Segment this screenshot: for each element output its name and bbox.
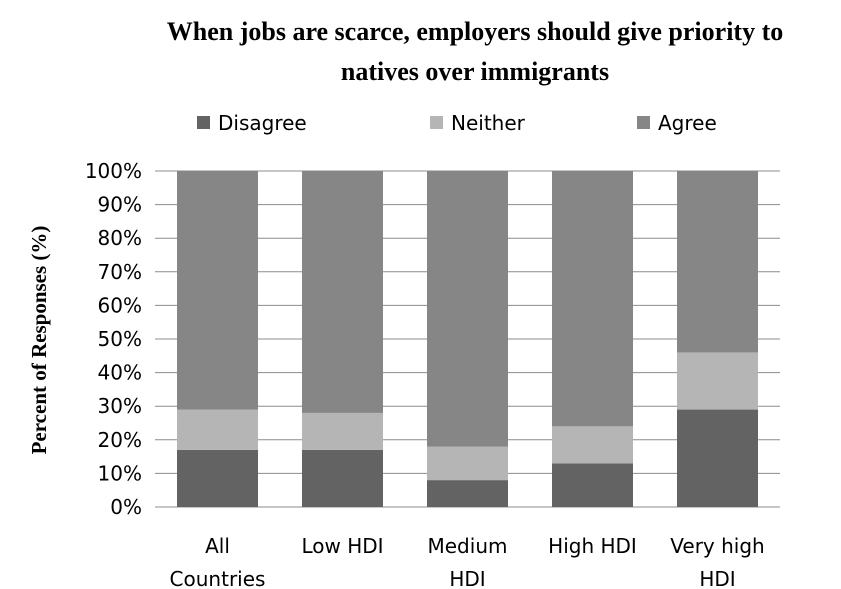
chart-title: When jobs are scarce, employers should g… bbox=[167, 17, 783, 86]
y-tick-label: 60% bbox=[98, 293, 142, 317]
y-tick-label: 90% bbox=[98, 193, 142, 217]
y-tick-label: 10% bbox=[98, 461, 142, 485]
y-tick-label: 80% bbox=[98, 226, 142, 250]
y-axis-ticks: 0% 10% 20% 30% 40% 50% 60% 70% 80% 90% 100% bbox=[85, 159, 142, 519]
legend-swatch-disagree bbox=[197, 116, 210, 129]
bar-segment-agree bbox=[677, 171, 758, 353]
y-tick-label: 100% bbox=[85, 159, 142, 183]
x-axis-categories: All Countries Low HDI Medium HDI High HDI Very… bbox=[170, 534, 765, 589]
x-category-label: HDI bbox=[449, 567, 485, 589]
chart-title-line-2: natives over immigrants bbox=[341, 57, 609, 86]
y-tick-label: 0% bbox=[110, 495, 142, 519]
legend-label-disagree: Disagree bbox=[218, 111, 307, 135]
x-category-label: All bbox=[205, 534, 230, 558]
bar-segment-agree bbox=[552, 171, 633, 427]
bar-segment-disagree bbox=[427, 480, 508, 507]
y-tick-label: 70% bbox=[98, 260, 142, 284]
legend-swatch-neither bbox=[430, 116, 443, 129]
y-tick-label: 40% bbox=[98, 361, 142, 385]
y-tick-label: 50% bbox=[98, 327, 142, 351]
bar-segment-neither bbox=[552, 426, 633, 464]
bar-segment-disagree bbox=[302, 449, 383, 507]
y-tick-label: 20% bbox=[98, 428, 142, 452]
bar-segment-agree bbox=[427, 171, 508, 447]
legend: Disagree Neither Agree bbox=[197, 111, 717, 135]
x-category-label: Medium bbox=[428, 534, 508, 558]
legend-label-agree: Agree bbox=[658, 111, 717, 135]
chart-title-line-1: When jobs are scarce, employers should g… bbox=[167, 17, 783, 46]
bar-segment-disagree bbox=[177, 449, 258, 507]
bar-segment-neither bbox=[177, 409, 258, 450]
legend-label-neither: Neither bbox=[451, 111, 526, 135]
y-tick-label: 30% bbox=[98, 394, 142, 418]
bar-segment-neither bbox=[427, 446, 508, 481]
bars bbox=[177, 171, 758, 507]
bar-segment-agree bbox=[302, 171, 383, 413]
y-axis-label: Percent of Responses (%) bbox=[27, 226, 51, 455]
bar-segment-disagree bbox=[552, 463, 633, 507]
legend-swatch-agree bbox=[637, 116, 650, 129]
x-category-label: HDI bbox=[699, 567, 735, 589]
x-category-label: Very high bbox=[670, 534, 764, 558]
bar-segment-disagree bbox=[677, 409, 758, 507]
x-category-label: High HDI bbox=[548, 534, 637, 558]
bar-segment-neither bbox=[677, 352, 758, 410]
bar-segment-neither bbox=[302, 412, 383, 450]
x-category-label: Countries bbox=[170, 567, 266, 589]
x-category-label: Low HDI bbox=[301, 534, 383, 558]
bar-segment-agree bbox=[177, 171, 258, 410]
